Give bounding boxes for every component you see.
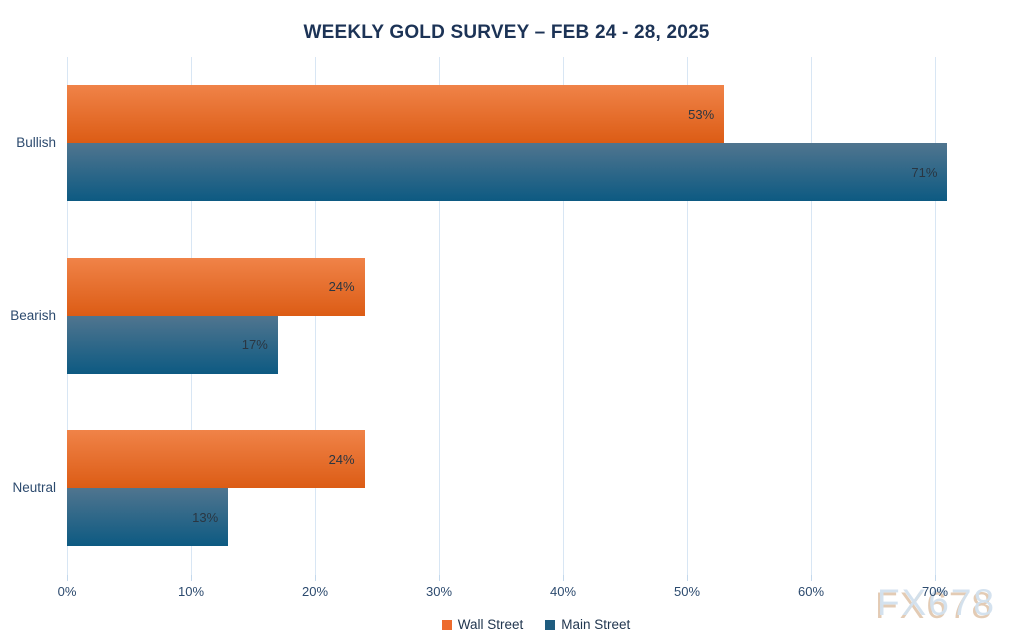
x-axis-tick-mark [67, 575, 68, 581]
category-label-bearish: Bearish [10, 307, 56, 323]
gridline [811, 57, 812, 575]
watermark: FX678 [877, 582, 997, 623]
legend-item-main-street: Main Street [545, 617, 630, 632]
bar-value-label: 17% [241, 337, 268, 353]
legend-swatch-icon [441, 619, 452, 630]
bar-value-label: 53% [688, 106, 715, 122]
legend: Wall Street Main Street [67, 617, 1005, 632]
x-axis-tick-label: 10% [177, 584, 205, 599]
x-axis-tick-mark [687, 575, 688, 581]
bar-main-street-neutral: 13% [67, 488, 229, 547]
gridline [315, 57, 316, 575]
x-axis-tick-mark [315, 575, 316, 581]
legend-label: Main Street [561, 617, 631, 632]
x-axis-tick-label: 0% [57, 584, 77, 599]
x-axis-tick-mark [439, 575, 440, 581]
x-axis-tick-label: 60% [797, 584, 825, 599]
gridline [935, 57, 936, 575]
x-axis-tick-mark [191, 575, 192, 581]
x-axis-tick-label: 70% [921, 584, 949, 599]
category-label-neutral: Neutral [12, 480, 56, 496]
x-axis-tick-label: 20% [301, 584, 329, 599]
bar-value-label: 13% [192, 509, 219, 525]
gridline [439, 57, 440, 575]
x-axis-tick-mark [811, 575, 812, 581]
bar-main-street-bearish: 17% [67, 315, 278, 374]
chart-title: WEEKLY GOLD SURVEY – FEB 24 - 28, 2025 [303, 22, 710, 43]
x-axis-tick-mark [935, 575, 936, 581]
bar-wall-street-neutral: 24% [67, 430, 365, 489]
legend-item-wall-street: Wall Street [441, 617, 524, 632]
legend-swatch-icon [545, 619, 556, 630]
bar-wall-street-bearish: 24% [67, 257, 365, 316]
bar-value-label: 71% [911, 164, 938, 180]
bar-value-label: 24% [328, 451, 355, 467]
category-label-bullish: Bullish [16, 135, 56, 150]
x-axis-tick-label: 50% [673, 584, 701, 599]
x-axis-tick-label: 30% [425, 584, 453, 599]
x-axis-tick-mark [563, 575, 564, 581]
gridline [563, 57, 564, 575]
gridline [687, 57, 688, 575]
x-axis-tick-label: 40% [549, 584, 577, 599]
bar-value-label: 24% [328, 279, 355, 295]
legend-label: Wall Street [457, 617, 524, 632]
bar-wall-street-bullish: 53% [67, 85, 725, 143]
plot-area: 53% 71% 24% 17% 24% 13% [67, 57, 1005, 575]
bar-main-street-bullish: 71% [67, 143, 948, 201]
